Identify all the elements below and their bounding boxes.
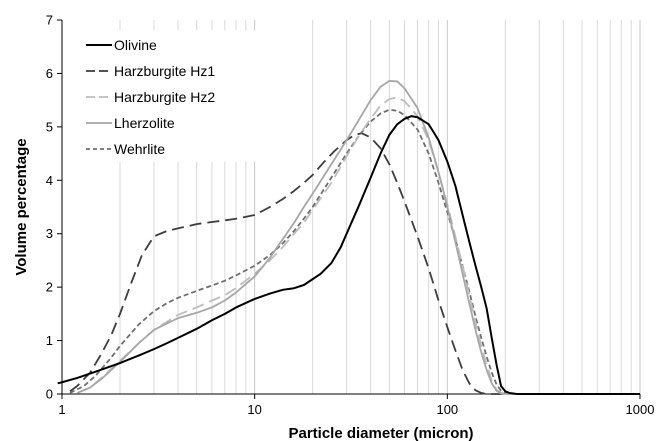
legend-label: Harzburgite Hz1 — [114, 63, 215, 79]
x-tick-label: 1 — [58, 402, 65, 417]
y-tick-label: 5 — [46, 119, 53, 134]
x-tick-label: 100 — [436, 402, 458, 417]
legend-background — [68, 30, 268, 162]
y-tick-label: 4 — [46, 173, 53, 188]
series-line-wehrlite — [69, 108, 640, 395]
y-tick-label: 6 — [46, 66, 53, 81]
legend-label: Wehrlite — [114, 141, 165, 157]
legend-label: Lherzolite — [114, 115, 175, 131]
x-tick-label: 1000 — [626, 402, 655, 417]
x-axis-title: Particle diameter (micron) — [288, 425, 473, 441]
series-line-olivine — [57, 115, 640, 395]
y-axis-tick-labels: 0 1 2 3 4 5 6 7 — [46, 13, 53, 402]
series-line-lherzolite — [76, 80, 640, 395]
y-tick-label: 2 — [46, 280, 53, 295]
y-axis-title: Volume percentage — [13, 138, 30, 275]
data-series — [57, 80, 640, 395]
legend-label: Olivine — [114, 37, 157, 53]
legend: Olivine Harzburgite Hz1 Harzburgite Hz2 Lhe… — [68, 30, 268, 162]
x-tick-label: 10 — [247, 402, 261, 417]
series-line-harzburgite-hz1 — [69, 132, 640, 395]
y-tick-label: 3 — [46, 226, 53, 241]
y-tick-label: 7 — [46, 13, 53, 28]
y-tick-label: 1 — [46, 333, 53, 348]
x-axis-tick-labels: 1 10 100 1000 — [58, 402, 654, 417]
y-tick-label: 0 — [46, 387, 53, 402]
legend-label: Harzburgite Hz2 — [114, 89, 215, 105]
